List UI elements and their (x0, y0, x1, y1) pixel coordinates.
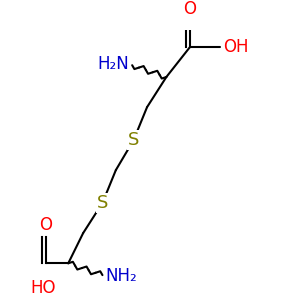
Text: S: S (128, 131, 139, 149)
Text: O: O (40, 216, 52, 234)
Text: H₂N: H₂N (98, 55, 129, 73)
Text: O: O (184, 0, 196, 18)
Text: S: S (97, 194, 108, 212)
Text: NH₂: NH₂ (105, 267, 137, 285)
Text: OH: OH (223, 38, 248, 56)
Text: HO: HO (30, 279, 56, 297)
